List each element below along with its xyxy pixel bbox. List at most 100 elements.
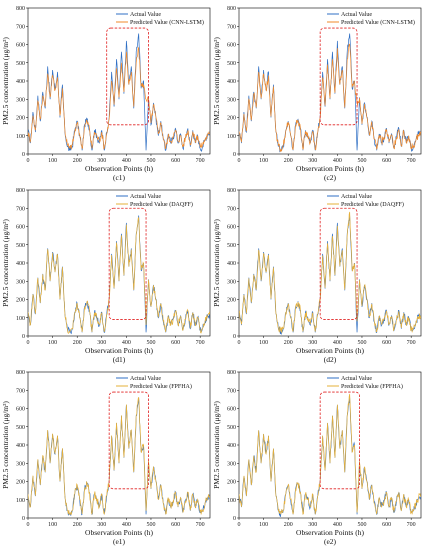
- x-tick-label: 400: [333, 340, 342, 346]
- y-tick-label: 200: [16, 480, 25, 486]
- y-tick-label: 100: [16, 498, 25, 504]
- x-tick-label: 300: [308, 158, 317, 164]
- x-tick-label: 0: [238, 340, 241, 346]
- y-tick-label: 100: [16, 134, 25, 140]
- x-tick-label: 600: [382, 340, 391, 346]
- y-tick-label: 700: [227, 24, 236, 30]
- y-tick-label: 500: [16, 243, 25, 249]
- y-tick-label: 700: [227, 206, 236, 212]
- y-tick-label: 600: [227, 225, 236, 231]
- y-tick-label: 500: [16, 425, 25, 431]
- y-tick-label: 800: [227, 188, 236, 194]
- x-tick-label: 100: [48, 340, 57, 346]
- highlight-box: [319, 207, 358, 320]
- x-tick-label: 100: [48, 158, 57, 164]
- y-tick-label: 800: [16, 6, 25, 12]
- x-tick-label: 700: [196, 340, 205, 346]
- panel-e1: 0 100 200 300 400 500 600 700 0 100 200 300 400 500 60…: [1, 370, 211, 546]
- panel-label: (d2): [324, 355, 337, 364]
- x-tick-label: 300: [308, 522, 317, 528]
- y-axis-label: PM2.5 concentration (μg/m³): [1, 37, 10, 125]
- y-tick-label: 200: [227, 116, 236, 122]
- x-tick-label: 200: [284, 522, 293, 528]
- x-axis-label: Observation Points (h): [296, 346, 364, 355]
- y-tick-label: 300: [227, 97, 236, 103]
- legend-entry: Predicted Value (DAQFF): [130, 201, 193, 208]
- y-tick-label: 400: [227, 79, 236, 85]
- x-tick-label: 700: [407, 522, 416, 528]
- y-tick-label: 700: [16, 388, 25, 394]
- panel-label: (c2): [324, 173, 337, 182]
- x-tick-label: 200: [284, 340, 293, 346]
- x-tick-label: 700: [407, 158, 416, 164]
- x-tick-label: 300: [97, 158, 106, 164]
- y-tick-label: 400: [16, 261, 25, 267]
- y-tick-label: 0: [233, 516, 236, 522]
- x-tick-label: 500: [146, 340, 155, 346]
- y-tick-label: 600: [227, 407, 236, 413]
- legend-entry: Predicted Value (CNN-LSTM): [341, 19, 415, 26]
- panel-label: (e1): [113, 537, 126, 546]
- series-line-predicted: [28, 216, 210, 334]
- legend-entry: Actual Value: [130, 194, 161, 200]
- x-tick-label: 0: [27, 158, 30, 164]
- panel-e2: 0 100 200 300 400 500 600 700 0 100 200 300 400 500 60…: [212, 370, 422, 546]
- x-tick-label: 200: [73, 158, 82, 164]
- y-tick-label: 200: [16, 116, 25, 122]
- x-tick-label: 200: [73, 340, 82, 346]
- y-tick-label: 600: [16, 225, 25, 231]
- series-line-predicted: [28, 397, 210, 516]
- legend-entry: Predicted Value (FPFHA): [341, 383, 403, 390]
- y-tick-label: 100: [227, 134, 236, 140]
- y-tick-label: 0: [22, 516, 25, 522]
- y-tick-label: 100: [227, 498, 236, 504]
- highlight-box: [319, 27, 358, 126]
- x-tick-label: 300: [97, 340, 106, 346]
- x-tick-label: 0: [27, 340, 30, 346]
- x-axis-label: Observation Points (h): [296, 528, 364, 537]
- y-tick-label: 300: [227, 461, 236, 467]
- legend-entry: Actual Value: [130, 376, 161, 382]
- legend-entry: Actual Value: [341, 194, 372, 200]
- x-tick-label: 100: [259, 522, 268, 528]
- series-line-predicted: [239, 393, 421, 515]
- y-tick-label: 100: [16, 316, 25, 322]
- plot-frame: [27, 7, 211, 155]
- x-tick-label: 200: [73, 522, 82, 528]
- x-tick-label: 300: [308, 340, 317, 346]
- y-tick-label: 400: [227, 261, 236, 267]
- y-tick-label: 700: [16, 24, 25, 30]
- x-tick-label: 0: [27, 522, 30, 528]
- legend-entry: Predicted Value (CNN-LSTM): [130, 19, 204, 26]
- y-tick-label: 500: [16, 61, 25, 67]
- x-tick-label: 400: [333, 158, 342, 164]
- x-tick-label: 700: [196, 522, 205, 528]
- y-tick-label: 400: [16, 79, 25, 85]
- x-tick-label: 400: [333, 522, 342, 528]
- x-tick-label: 600: [171, 522, 180, 528]
- y-tick-label: 800: [227, 370, 236, 376]
- x-tick-label: 200: [284, 158, 293, 164]
- y-tick-label: 0: [22, 334, 25, 340]
- y-tick-label: 800: [16, 370, 25, 376]
- y-tick-label: 200: [227, 480, 236, 486]
- panel-label: (c1): [113, 173, 126, 182]
- x-tick-label: 500: [357, 158, 366, 164]
- x-tick-label: 100: [259, 340, 268, 346]
- y-tick-label: 600: [16, 407, 25, 413]
- highlight-box: [106, 27, 149, 126]
- y-tick-label: 0: [22, 152, 25, 158]
- panel-c1: 0 100 200 300 400 500 600 700 0 100 200 300 400 500 60…: [1, 6, 211, 182]
- x-tick-label: 400: [122, 158, 131, 164]
- y-tick-label: 800: [227, 6, 236, 12]
- plot-frame: [238, 189, 422, 337]
- y-tick-label: 300: [227, 279, 236, 285]
- y-tick-label: 500: [227, 61, 236, 67]
- y-tick-label: 800: [16, 188, 25, 194]
- series-line-predicted: [239, 43, 421, 152]
- y-axis-label: PM2.5 concentration (μg/m³): [1, 401, 10, 489]
- y-tick-label: 300: [16, 461, 25, 467]
- y-tick-label: 700: [227, 388, 236, 394]
- y-tick-label: 400: [227, 443, 236, 449]
- series-line-predicted: [239, 211, 421, 334]
